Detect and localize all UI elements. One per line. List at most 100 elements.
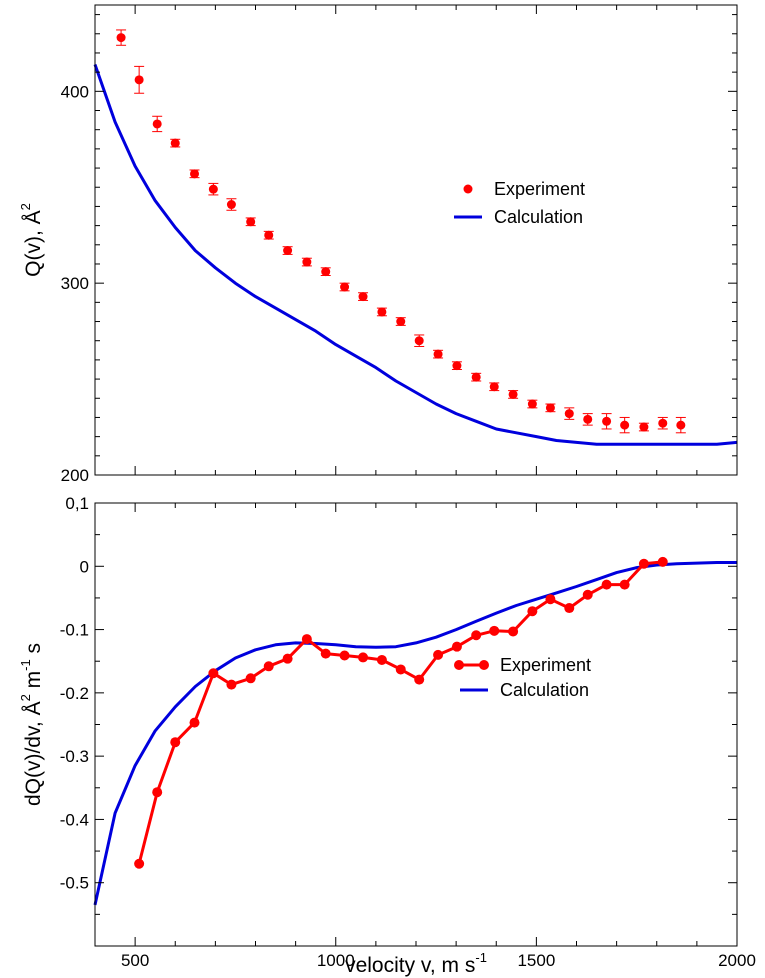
bottom-experiment-marker [301,634,312,645]
ylabel-part: m [22,671,45,694]
bottom-y-tick-label: -0.2 [60,684,89,703]
top-experiment-marker [489,382,499,392]
top-axis-ticks: 200 300 400 [61,5,738,485]
bottom-experiment-marker [339,650,350,661]
top-experiment-marker [190,169,200,179]
bottom-experiment-marker [638,558,649,569]
top-y-tick-label: 400 [61,82,89,101]
legend-experiment-marker [454,660,464,670]
bottom-experiment-marker [451,641,462,652]
bottom-experiment-marker [527,606,538,617]
top-experiment-point [395,317,406,327]
top-plot-frame [94,4,738,476]
bottom-experiment-marker [263,661,274,672]
ylabel-superscript: 2 [18,694,33,701]
top-experiment-marker [226,200,236,210]
top-experiment-marker [358,292,368,302]
x-axis-label: velocity v, m s-1 [345,950,487,977]
top-experiment-point [170,138,181,148]
top-experiment-marker [264,230,274,240]
top-experiment-point [489,382,500,392]
top-experiment-point [208,182,219,196]
top-experiment-marker [620,420,630,430]
bottom-experiment-marker [245,673,256,684]
ylabel-part: s [22,643,45,659]
bottom-experiment-marker [189,717,200,728]
top-experiment-point [657,416,668,430]
top-experiment-point [358,292,369,302]
top-experiment-marker [321,267,331,277]
legend-experiment-label: Experiment [494,179,585,199]
bottom-experiment-marker [564,603,575,614]
bottom-experiment-line [137,560,663,865]
top-experiment-point [508,389,519,399]
top-experiment-marker [583,414,593,424]
top-experiment-point [152,115,163,133]
top-experiment-marker [170,138,180,148]
x-tick-label: 2000 [718,951,756,970]
x-tick-label: 1000 [317,951,355,970]
legend-calculation-label: Calculation [500,680,589,700]
top-experiment-marker [508,389,518,399]
top-y-axis-label: Q(v), Å2 [18,203,45,277]
top-experiment-point [226,198,237,211]
top-experiment-point [527,399,538,409]
top-experiment-point [320,267,331,277]
bottom-experiment-marker [471,630,482,641]
ylabel-superscript: -1 [18,659,33,671]
top-experiment-marker [564,409,574,419]
bottom-experiment-marker [208,668,219,679]
top-experiment-marker [545,403,555,413]
top-experiment-point [564,407,575,420]
top-experiment-marker [134,75,144,85]
top-experiment-point [134,65,145,94]
top-experiment-marker [340,282,350,292]
bottom-axis-ticks: 500 1000 1500 2000 -0.5 -0.4 -0.3 -0.2 -0.1 0 0,1 [60,494,756,970]
top-experiment-marker [527,399,537,409]
bottom-calculation-line [93,561,737,906]
bottom-panel: 500 1000 1500 2000-0.5-0.4-0.3-0.2-0.100,1 … [18,494,756,977]
bottom-y-tick-label: -0.1 [60,621,89,640]
ylabel-part: dQ(v)/dv, Å [22,701,45,806]
top-experiment-marker [116,33,126,43]
top-experiment-marker [302,257,312,267]
bottom-experiment-marker [282,653,293,664]
top-experiment-point [545,403,556,413]
top-calculation-line [93,64,738,446]
top-experiment-point [301,257,312,267]
top-experiment-marker [471,372,481,382]
top-experiment-marker [152,119,162,129]
bottom-experiment-marker [545,594,556,605]
top-experiment-point [675,416,686,434]
top-experiment-point [263,230,274,240]
top-experiment-marker [433,349,443,359]
top-series [93,29,738,446]
top-experiment-marker [602,416,612,426]
top-experiment-marker [658,418,668,428]
bottom-experiment-marker [395,664,406,675]
x-tick-label: 1500 [517,951,555,970]
top-experiment-point [619,416,630,434]
top-experiment-marker [414,336,424,346]
top-y-tick-label: 200 [61,466,89,485]
top-experiment-point [376,307,387,317]
top-experiment-point [433,349,444,359]
bottom-experiment-marker [320,648,331,659]
bottom-experiment-marker [134,858,145,869]
top-experiment-point [601,413,612,430]
legend-experiment-marker [463,184,473,194]
bottom-experiment-marker [376,654,387,665]
legend-experiment-label: Experiment [500,655,591,675]
bottom-legend: Experiment Calculation [454,655,591,700]
bottom-y-tick-label: -0.5 [60,874,89,893]
top-experiment-point [471,372,482,382]
top-y-tick-label: 300 [61,274,89,293]
bottom-y-tick-label: -0.3 [60,747,89,766]
bottom-experiment-marker [433,649,444,660]
top-experiment-marker [639,422,649,432]
x-tick-label: 500 [121,951,149,970]
bottom-y-tick-label: 0,1 [65,494,89,513]
top-panel: 200 300 400 Q(v), Å2 Experiment Calculation [18,4,738,485]
bottom-experiment-marker [226,679,237,690]
bottom-experiment-marker [489,625,500,636]
